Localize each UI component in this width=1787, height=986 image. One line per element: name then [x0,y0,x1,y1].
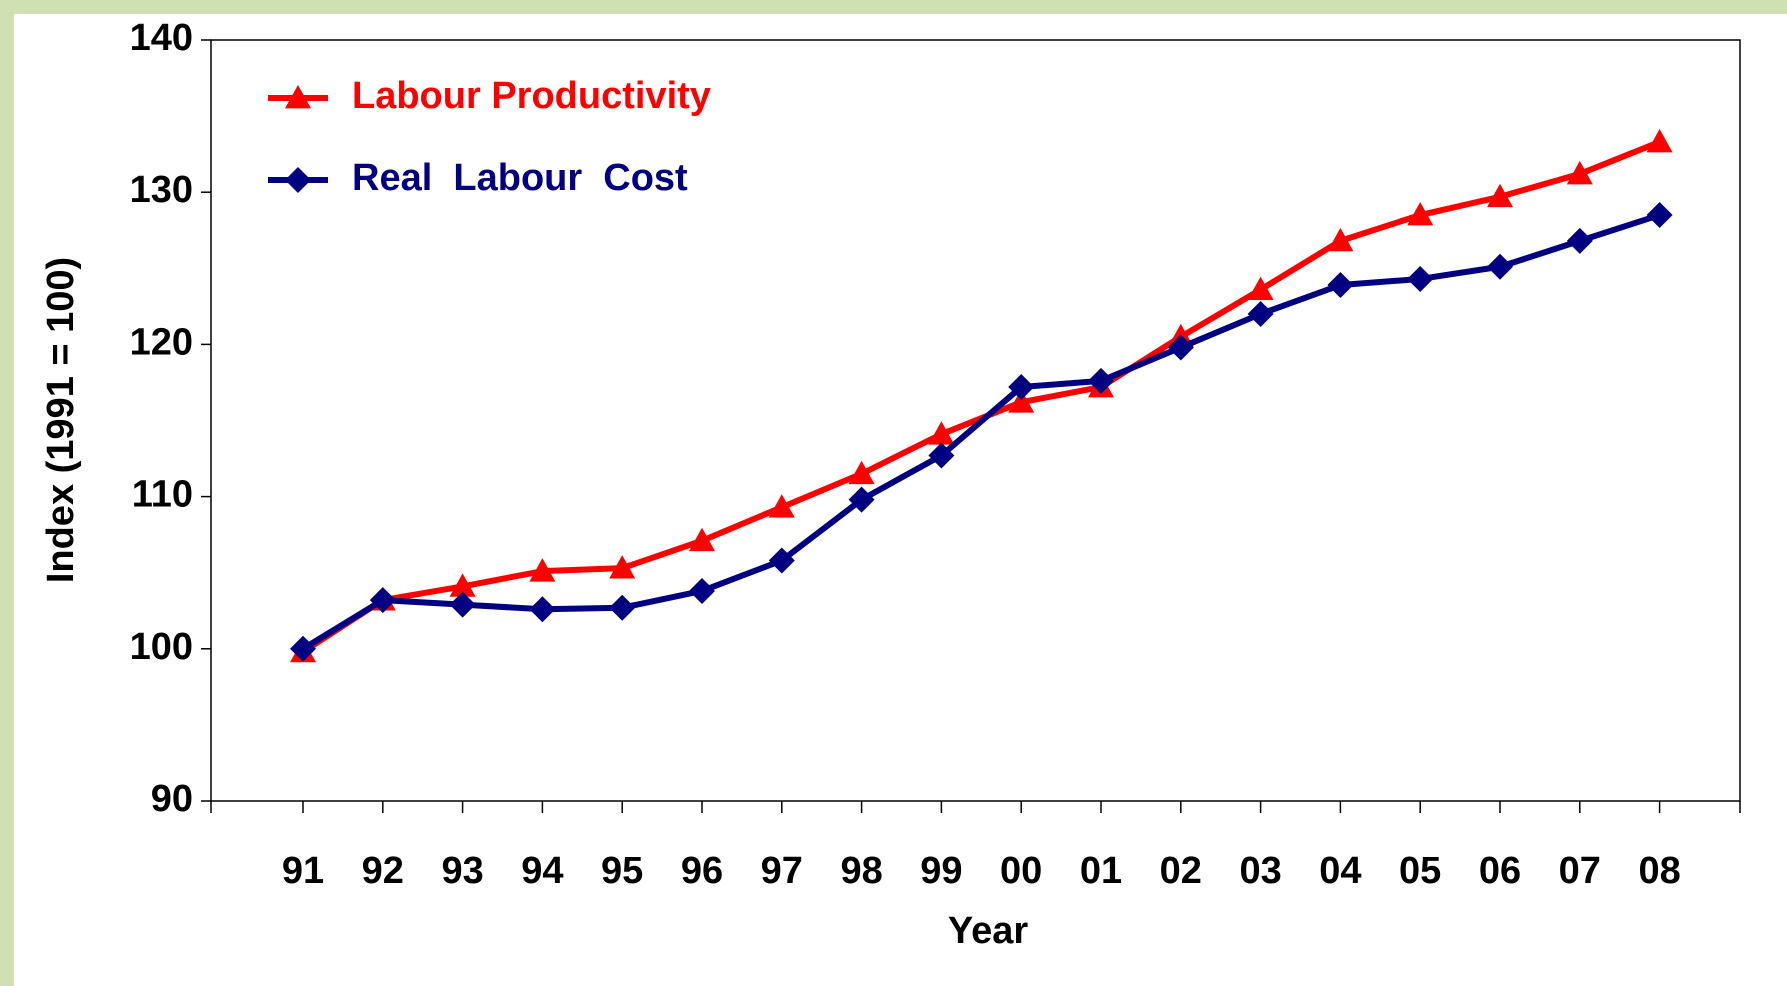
x-tick-label: 05 [1399,850,1441,892]
y-tick-label: 120 [130,321,193,363]
marker [768,494,795,518]
x-tick-label: 99 [920,850,962,892]
x-tick-label: 95 [601,850,643,892]
marker [529,558,556,582]
plot-area [210,39,1741,802]
x-tick-label: 91 [282,850,324,892]
marker [1008,389,1035,413]
marker [1167,334,1194,361]
marker [1487,253,1513,280]
marker [928,442,955,469]
marker [1008,374,1035,401]
x-tick-label: 01 [1080,850,1122,892]
y-tick-label: 110 [132,474,193,516]
x-tick-label: 96 [681,850,723,892]
marker [848,460,875,485]
marker [1088,367,1114,394]
legend-marker [285,85,311,109]
marker [1566,227,1593,254]
marker [768,547,795,574]
marker [529,596,556,623]
legend-label: Labour Productivity [352,75,711,117]
x-tick-label: 98 [840,850,882,892]
y-axis-label: Index (1991 = 100) [40,257,82,583]
x-tick-label: 00 [1000,850,1042,892]
marker [1487,183,1513,208]
marker [449,591,476,618]
x-tick-label: 04 [1319,850,1361,892]
x-tick-label: 07 [1559,850,1601,892]
x-tick-label: 06 [1479,850,1521,892]
marker [1407,202,1434,226]
chart-background [14,14,1787,986]
x-tick-label: 93 [441,850,483,892]
y-tick-label: 100 [130,626,193,668]
legend-marker [285,167,311,193]
marker [928,421,955,445]
marker [1247,276,1274,301]
legend-label: Real Labour Cost [352,157,688,199]
marker [689,577,715,604]
marker [369,587,396,614]
marker [1247,300,1274,327]
marker [689,527,715,552]
marker [1646,202,1673,229]
x-tick-label: 92 [362,850,404,892]
marker [1327,227,1354,252]
x-tick-label: 94 [521,850,563,892]
marker [848,486,875,513]
x-tick-label: 97 [761,850,803,892]
marker [609,555,636,579]
x-axis-label: Year [948,910,1029,952]
marker [449,573,476,597]
series-line [301,212,1661,652]
y-tick-label: 140 [130,17,193,59]
x-tick-label: 03 [1239,850,1281,892]
marker [290,635,316,662]
y-tick-label: 90 [151,778,193,820]
marker [1407,265,1434,292]
x-tick-label: 08 [1638,850,1680,892]
marker [1646,128,1673,153]
y-tick-label: 130 [130,169,193,211]
marker [1327,272,1354,299]
marker [609,594,636,621]
marker [1566,160,1593,185]
x-tick-label: 02 [1160,850,1202,892]
